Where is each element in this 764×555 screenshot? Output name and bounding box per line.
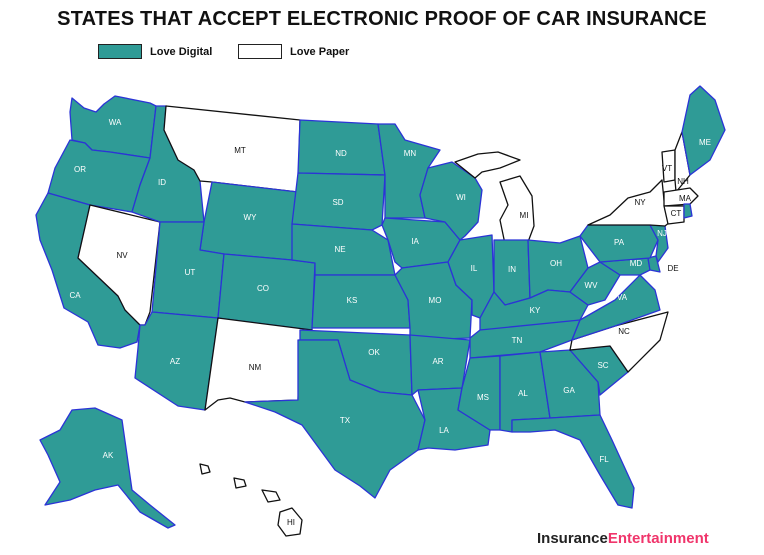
state-label-md: MD <box>630 259 643 268</box>
state-label-nv: NV <box>116 251 128 260</box>
state-label-sc: SC <box>597 361 608 370</box>
state-il[interactable] <box>447 234 495 319</box>
state-me[interactable] <box>681 85 726 176</box>
state-ri[interactable] <box>683 203 693 219</box>
state-label-al: AL <box>518 389 528 398</box>
state-label-ks: KS <box>347 296 358 305</box>
state-label-mo: MO <box>429 296 442 305</box>
state-label-ut: UT <box>185 268 196 277</box>
state-label-ca: CA <box>69 291 81 300</box>
state-label-in: IN <box>508 265 516 274</box>
state-hi-kauai[interactable] <box>199 463 211 475</box>
state-label-ct: CT <box>671 209 682 218</box>
state-label-ga: GA <box>563 386 575 395</box>
state-hi[interactable] <box>277 507 303 537</box>
state-label-ms: MS <box>477 393 489 402</box>
state-ny[interactable] <box>587 179 671 227</box>
state-hi-maui[interactable] <box>261 489 281 503</box>
state-label-fl: FL <box>599 455 609 464</box>
brand-part-1: Insurance <box>537 530 608 547</box>
state-tx[interactable] <box>244 339 426 499</box>
state-label-or: OR <box>74 165 86 174</box>
state-label-wy: WY <box>244 213 258 222</box>
state-label-ky: KY <box>530 306 541 315</box>
state-label-ny: NY <box>634 198 646 207</box>
state-label-nd: ND <box>335 149 347 158</box>
state-label-mn: MN <box>404 149 417 158</box>
state-label-hi: HI <box>287 518 295 527</box>
state-label-nh: NH <box>677 177 689 186</box>
state-va[interactable] <box>571 274 661 341</box>
state-fl[interactable] <box>511 414 635 509</box>
state-label-ar: AR <box>432 357 443 366</box>
state-mi[interactable] <box>499 175 535 245</box>
state-label-me: ME <box>699 138 711 147</box>
map-title: STATES THAT ACCEPT ELECTRONIC PROOF OF C… <box>57 8 707 30</box>
state-label-de: DE <box>667 264 678 273</box>
state-label-il: IL <box>471 264 478 273</box>
state-sd[interactable] <box>291 172 386 231</box>
state-label-sd: SD <box>332 198 343 207</box>
state-label-id: ID <box>158 178 166 187</box>
state-ak[interactable] <box>39 407 176 529</box>
state-nh[interactable] <box>674 131 691 193</box>
state-ga[interactable] <box>539 349 601 419</box>
state-label-ia: IA <box>411 237 419 246</box>
state-nd[interactable] <box>297 119 386 176</box>
state-label-mt: MT <box>234 146 246 155</box>
state-ks[interactable] <box>311 274 411 329</box>
legend-label-paper: Love Paper <box>290 45 350 58</box>
state-label-wi: WI <box>456 193 466 202</box>
legend-item-digital: Love Digital <box>98 44 212 59</box>
state-label-wv: WV <box>585 281 599 290</box>
state-ct[interactable] <box>663 205 685 225</box>
brand-logo: InsuranceEntertainment <box>537 530 709 547</box>
state-label-az: AZ <box>170 357 180 366</box>
state-label-nc: NC <box>618 327 630 336</box>
state-label-ma: MA <box>679 194 692 203</box>
state-label-oh: OH <box>550 259 562 268</box>
state-label-ak: AK <box>103 451 114 460</box>
state-label-va: VA <box>617 293 628 302</box>
state-label-ok: OK <box>368 348 380 357</box>
legend-swatch-paper <box>238 44 282 59</box>
state-label-nj: NJ <box>657 229 667 238</box>
state-label-tn: TN <box>512 336 523 345</box>
state-ma[interactable] <box>663 187 699 207</box>
state-nc[interactable] <box>569 311 669 373</box>
state-label-la: LA <box>439 426 449 435</box>
state-label-mi: MI <box>520 211 529 220</box>
state-label-vt: VT <box>662 164 672 173</box>
state-mi-upper[interactable] <box>454 151 521 179</box>
legend-label-digital: Love Digital <box>150 45 213 58</box>
state-label-tx: TX <box>340 416 351 425</box>
legend-swatch-digital <box>98 44 142 59</box>
state-label-wa: WA <box>109 118 122 127</box>
state-label-pa: PA <box>614 238 625 247</box>
state-label-co: CO <box>257 284 269 293</box>
state-hi-oahu[interactable] <box>233 477 247 489</box>
legend-item-paper: Love Paper <box>238 44 349 59</box>
state-label-ne: NE <box>334 245 345 254</box>
state-label-nm: NM <box>249 363 262 372</box>
brand-part-2: Entertainment <box>607 530 709 547</box>
